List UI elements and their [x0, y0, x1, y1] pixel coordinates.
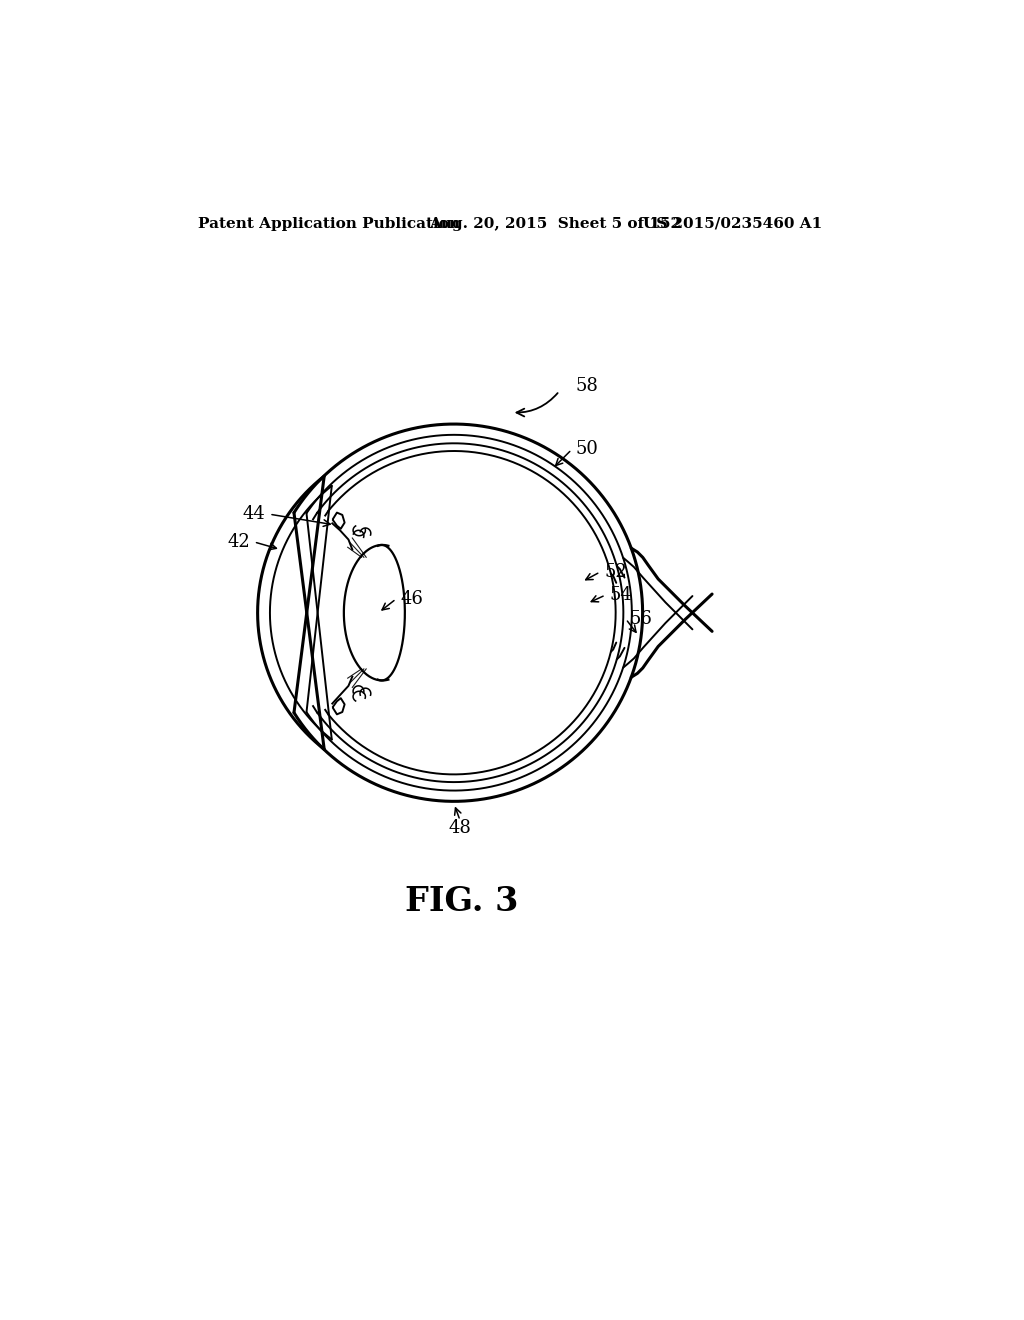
Text: 56: 56 — [630, 610, 652, 628]
Text: 42: 42 — [227, 533, 250, 550]
Text: 54: 54 — [609, 586, 632, 605]
Text: 44: 44 — [243, 506, 265, 523]
Text: 58: 58 — [575, 378, 598, 395]
Text: 48: 48 — [449, 820, 472, 837]
Text: Aug. 20, 2015  Sheet 5 of 152: Aug. 20, 2015 Sheet 5 of 152 — [429, 216, 681, 231]
Text: Patent Application Publication: Patent Application Publication — [199, 216, 461, 231]
Text: 46: 46 — [400, 590, 423, 607]
Text: US 2015/0235460 A1: US 2015/0235460 A1 — [643, 216, 822, 231]
Text: 52: 52 — [604, 562, 627, 581]
Text: FIG. 3: FIG. 3 — [404, 884, 518, 917]
Text: 50: 50 — [575, 441, 598, 458]
